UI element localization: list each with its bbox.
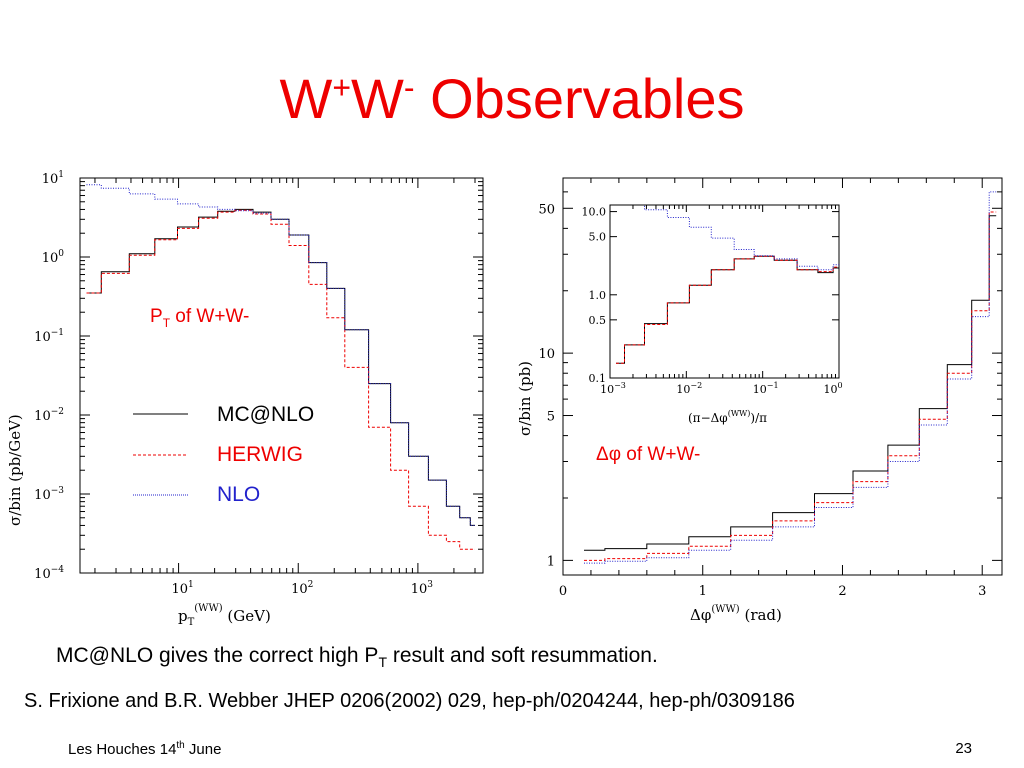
right-x-tick-label: 2 bbox=[838, 584, 846, 599]
right-y-tick-label: 50 bbox=[538, 202, 555, 217]
left-y-axis-label: σ/bin (pb/GeV) bbox=[6, 414, 24, 526]
pt-annotation: PT of W+W- bbox=[150, 306, 250, 330]
left-y-tick-label: 10−4 bbox=[34, 565, 64, 582]
left-series-herwig bbox=[86, 209, 475, 550]
right-x-axis-label: Δφ(WW) (rad) bbox=[690, 604, 782, 624]
left-series-nlo bbox=[86, 184, 475, 526]
legend-label-herwig: HERWIG bbox=[217, 443, 303, 466]
inset-y-tick-label: 0.1 bbox=[589, 372, 607, 385]
legend-label-mcatnlo: MC@NLO bbox=[217, 403, 315, 426]
right-plot-frame bbox=[562, 177, 1003, 576]
left-y-tick-label: 101 bbox=[42, 170, 64, 187]
left-plot-frame bbox=[79, 177, 484, 574]
inset-frame bbox=[609, 204, 840, 379]
inset-x-tick-label: 10−2 bbox=[676, 381, 702, 396]
inset-y-tick-label: 5.0 bbox=[589, 231, 607, 244]
left-y-tick-label: 100 bbox=[42, 249, 65, 266]
inset-x-tick-label: 10−3 bbox=[600, 381, 626, 396]
inset-y-tick-label: 10.0 bbox=[582, 206, 607, 219]
inset-x-tick-label: 100 bbox=[823, 381, 842, 396]
inset-y-tick-label: 0.5 bbox=[589, 314, 607, 327]
result-caption: MC@NLO gives the correct high PT result … bbox=[56, 644, 658, 671]
citation: S. Frixione and B.R. Webber JHEP 0206(20… bbox=[24, 690, 795, 712]
left-y-tick-label: 10−3 bbox=[34, 486, 64, 503]
inset-y-tick-label: 1.0 bbox=[589, 289, 607, 302]
left-y-tick-label: 10−1 bbox=[34, 328, 64, 345]
left-x-tick-label: 102 bbox=[291, 580, 313, 597]
delta-phi-annotation: Δφ of W+W- bbox=[596, 444, 701, 465]
right-x-tick-label: 0 bbox=[559, 584, 567, 599]
left-x-tick-label: 103 bbox=[411, 580, 434, 597]
right-series-nlo bbox=[584, 191, 997, 564]
inset-x-axis-label: (π−Δφ(WW))/π bbox=[688, 409, 767, 425]
footer-event: Les Houches 14th June bbox=[68, 740, 222, 758]
left-series-mc-nlo bbox=[86, 208, 475, 526]
right-series-mc-nlo bbox=[584, 215, 997, 551]
right-y-axis-label: σ/bin (pb) bbox=[516, 361, 534, 436]
left-x-tick-label: 101 bbox=[171, 580, 193, 597]
right-series-herwig bbox=[584, 211, 997, 561]
right-y-tick-label: 10 bbox=[538, 347, 555, 362]
inset-series-herwig bbox=[616, 255, 839, 364]
left-y-tick-label: 10−2 bbox=[34, 407, 64, 424]
right-y-tick-label: 1 bbox=[547, 554, 555, 569]
right-x-tick-label: 1 bbox=[699, 584, 707, 599]
inset-x-tick-label: 10−1 bbox=[753, 381, 779, 396]
right-y-tick-label: 5 bbox=[547, 410, 555, 425]
slide-title: W+W- Observables bbox=[279, 67, 745, 130]
right-x-tick-label: 3 bbox=[978, 584, 986, 599]
legend-label-nlo: NLO bbox=[217, 483, 261, 506]
inset-series-nlo bbox=[644, 205, 839, 271]
left-x-axis-label: pT(WW) (GeV) bbox=[178, 603, 271, 628]
pt-distribution-chart: 101 100 10−1 10−2 10−3 10−4 101 102 103 σ/bin (p… bbox=[6, 170, 484, 628]
page-number: 23 bbox=[955, 740, 972, 757]
